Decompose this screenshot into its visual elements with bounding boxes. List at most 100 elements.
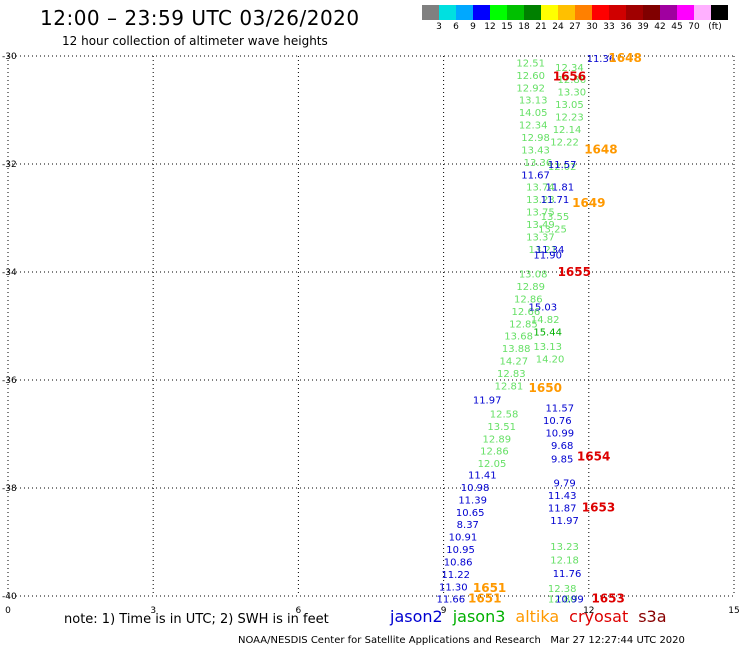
color-scale-label: 30 xyxy=(586,22,598,32)
color-swatch xyxy=(609,5,626,20)
data-point-label-jason3: 12.05 xyxy=(478,459,507,470)
data-point-label-cryosat: 1653 xyxy=(582,500,615,514)
data-point-label-jason2: 11.34 xyxy=(536,245,565,256)
color-scale-label: 6 xyxy=(453,22,459,32)
color-swatch xyxy=(439,5,456,20)
data-point-label-jason2: 11.22 xyxy=(441,570,470,581)
data-point-label-jason2: 11.39 xyxy=(458,495,487,506)
data-point-label-jason2: 10.99 xyxy=(545,428,574,439)
color-scale-label: 36 xyxy=(620,22,632,32)
data-point-label-jason3: 13.21 xyxy=(528,245,557,256)
chart-subtitle: 12 hour collection of altimeter wave hei… xyxy=(62,34,328,48)
data-point-label-cryosat: 1656 xyxy=(553,70,586,84)
data-point-label-altika: 1651 xyxy=(473,581,506,595)
data-point-label-jason3: 14.27 xyxy=(499,357,528,368)
data-point-label-jason2: 11.90 xyxy=(533,251,562,262)
data-point-label-jason3: 12.38 xyxy=(548,584,577,595)
data-point-label-altika: 1651 xyxy=(468,592,501,606)
data-point-label-jason2: 11.57 xyxy=(545,404,574,415)
data-point-label-jason3: 15.44 xyxy=(533,327,562,338)
color-scale-label: 9 xyxy=(470,22,476,32)
data-point-label-jason2: 11.41 xyxy=(468,471,497,482)
data-point-label-jason2: 11.43 xyxy=(548,491,577,502)
legend-jason3: jason3 xyxy=(452,607,506,626)
data-point-label-jason2: 11.57 xyxy=(548,160,577,171)
data-point-label-jason3: 13.88 xyxy=(502,344,531,355)
data-point-label-jason2: 9.68 xyxy=(551,441,573,452)
data-point-label-jason2: 10.98 xyxy=(461,483,490,494)
color-swatch xyxy=(592,5,609,20)
color-scale-label: 70 xyxy=(688,22,700,32)
data-point-label-jason3: 12.02 xyxy=(548,162,577,173)
data-point-label-jason3: 12.80 xyxy=(548,595,577,606)
y-tick-label: -40 xyxy=(2,592,17,602)
x-tick-label: 3 xyxy=(150,606,156,616)
data-point-label-jason3: 12.81 xyxy=(495,381,524,392)
data-point-label-jason3: 12.86 xyxy=(558,75,587,86)
y-tick-label: -30 xyxy=(2,52,17,62)
x-tick-label: 0 xyxy=(5,606,11,616)
data-point-label-altika: 1648 xyxy=(608,51,641,65)
data-point-label-jason3: 13.74 xyxy=(526,183,555,194)
color-scale-label: 45 xyxy=(671,22,683,32)
color-scale-label: 24 xyxy=(552,22,564,32)
data-point-label-jason2: 11.66 xyxy=(437,595,466,606)
color-scale-labels: 3 6 9 12 15 18 21 24 27 30 33 36 39 42 45 70 (ft) xyxy=(422,22,728,36)
color-swatch xyxy=(473,5,490,20)
data-point-label-cryosat: 1655 xyxy=(558,265,591,279)
data-point-label-jason2: 10.76 xyxy=(543,416,572,427)
footer-timestamp: Mar 27 12:27:44 UTC 2020 xyxy=(550,635,685,646)
color-scale-label: 12 xyxy=(484,22,496,32)
data-point-label-jason3: 13.08 xyxy=(519,270,548,281)
data-point-label-jason3: 12.83 xyxy=(497,369,526,380)
color-scale-label: 42 xyxy=(654,22,666,32)
footer-source: NOAA/NESDIS Center for Satellite Applica… xyxy=(238,635,541,646)
data-point-label-jason2: 10.86 xyxy=(444,557,473,568)
color-swatch xyxy=(711,5,728,20)
data-point-label-jason2: 15.03 xyxy=(528,303,557,314)
color-scale-label: 39 xyxy=(637,22,649,32)
data-point-label-jason2: 9.85 xyxy=(551,454,573,465)
data-point-label-jason2: 10.65 xyxy=(456,508,485,519)
data-point-label-jason3: 13.30 xyxy=(558,88,587,99)
data-point-label-jason3: 13.13 xyxy=(519,96,548,107)
color-swatch xyxy=(456,5,473,20)
color-swatch xyxy=(541,5,558,20)
color-swatch xyxy=(677,5,694,20)
y-tick-label: -36 xyxy=(2,376,17,386)
data-point-label-jason2: 11.71 xyxy=(541,195,570,206)
data-point-label-jason3: 13.68 xyxy=(504,332,533,343)
y-tick-label: -34 xyxy=(2,268,17,278)
y-tick-label: -32 xyxy=(2,160,17,170)
data-point-label-jason3: 13.25 xyxy=(538,224,567,235)
color-scale-label: 15 xyxy=(501,22,513,32)
data-point-label-jason3: 13.23 xyxy=(526,195,555,206)
color-swatch xyxy=(422,5,439,20)
x-tick-label: 12 xyxy=(583,606,594,616)
data-point-label-jason3: 12.18 xyxy=(550,555,579,566)
x-tick-label: 9 xyxy=(441,606,447,616)
data-point-label-jason3: 12.22 xyxy=(550,137,579,148)
x-tick-label: 6 xyxy=(296,606,302,616)
data-point-label-jason2: 11.36 xyxy=(587,54,616,65)
color-swatch xyxy=(694,5,711,20)
color-swatch xyxy=(626,5,643,20)
color-scale-bar xyxy=(422,5,728,20)
color-scale-label: (ft) xyxy=(708,22,722,32)
data-point-label-jason2: 11.76 xyxy=(553,569,582,580)
color-swatch xyxy=(660,5,677,20)
data-point-label-jason3: 13.55 xyxy=(541,212,570,223)
data-point-label-altika: 1649 xyxy=(572,196,605,210)
data-point-label-jason3: 12.98 xyxy=(521,133,550,144)
color-swatch xyxy=(507,5,524,20)
data-point-label-jason3: 12.86 xyxy=(514,294,543,305)
data-point-label-jason3: 12.60 xyxy=(516,71,545,82)
data-point-label-jason3: 12.66 xyxy=(512,307,541,318)
data-point-label-jason3: 13.23 xyxy=(550,542,579,553)
data-point-label-jason3: 13.05 xyxy=(555,100,584,111)
data-point-label-jason3: 12.34 xyxy=(519,121,548,132)
data-point-label-jason3: 13.13 xyxy=(533,342,562,353)
data-point-label-jason2: 10.91 xyxy=(449,533,478,544)
data-point-label-jason3: 12.89 xyxy=(516,282,545,293)
